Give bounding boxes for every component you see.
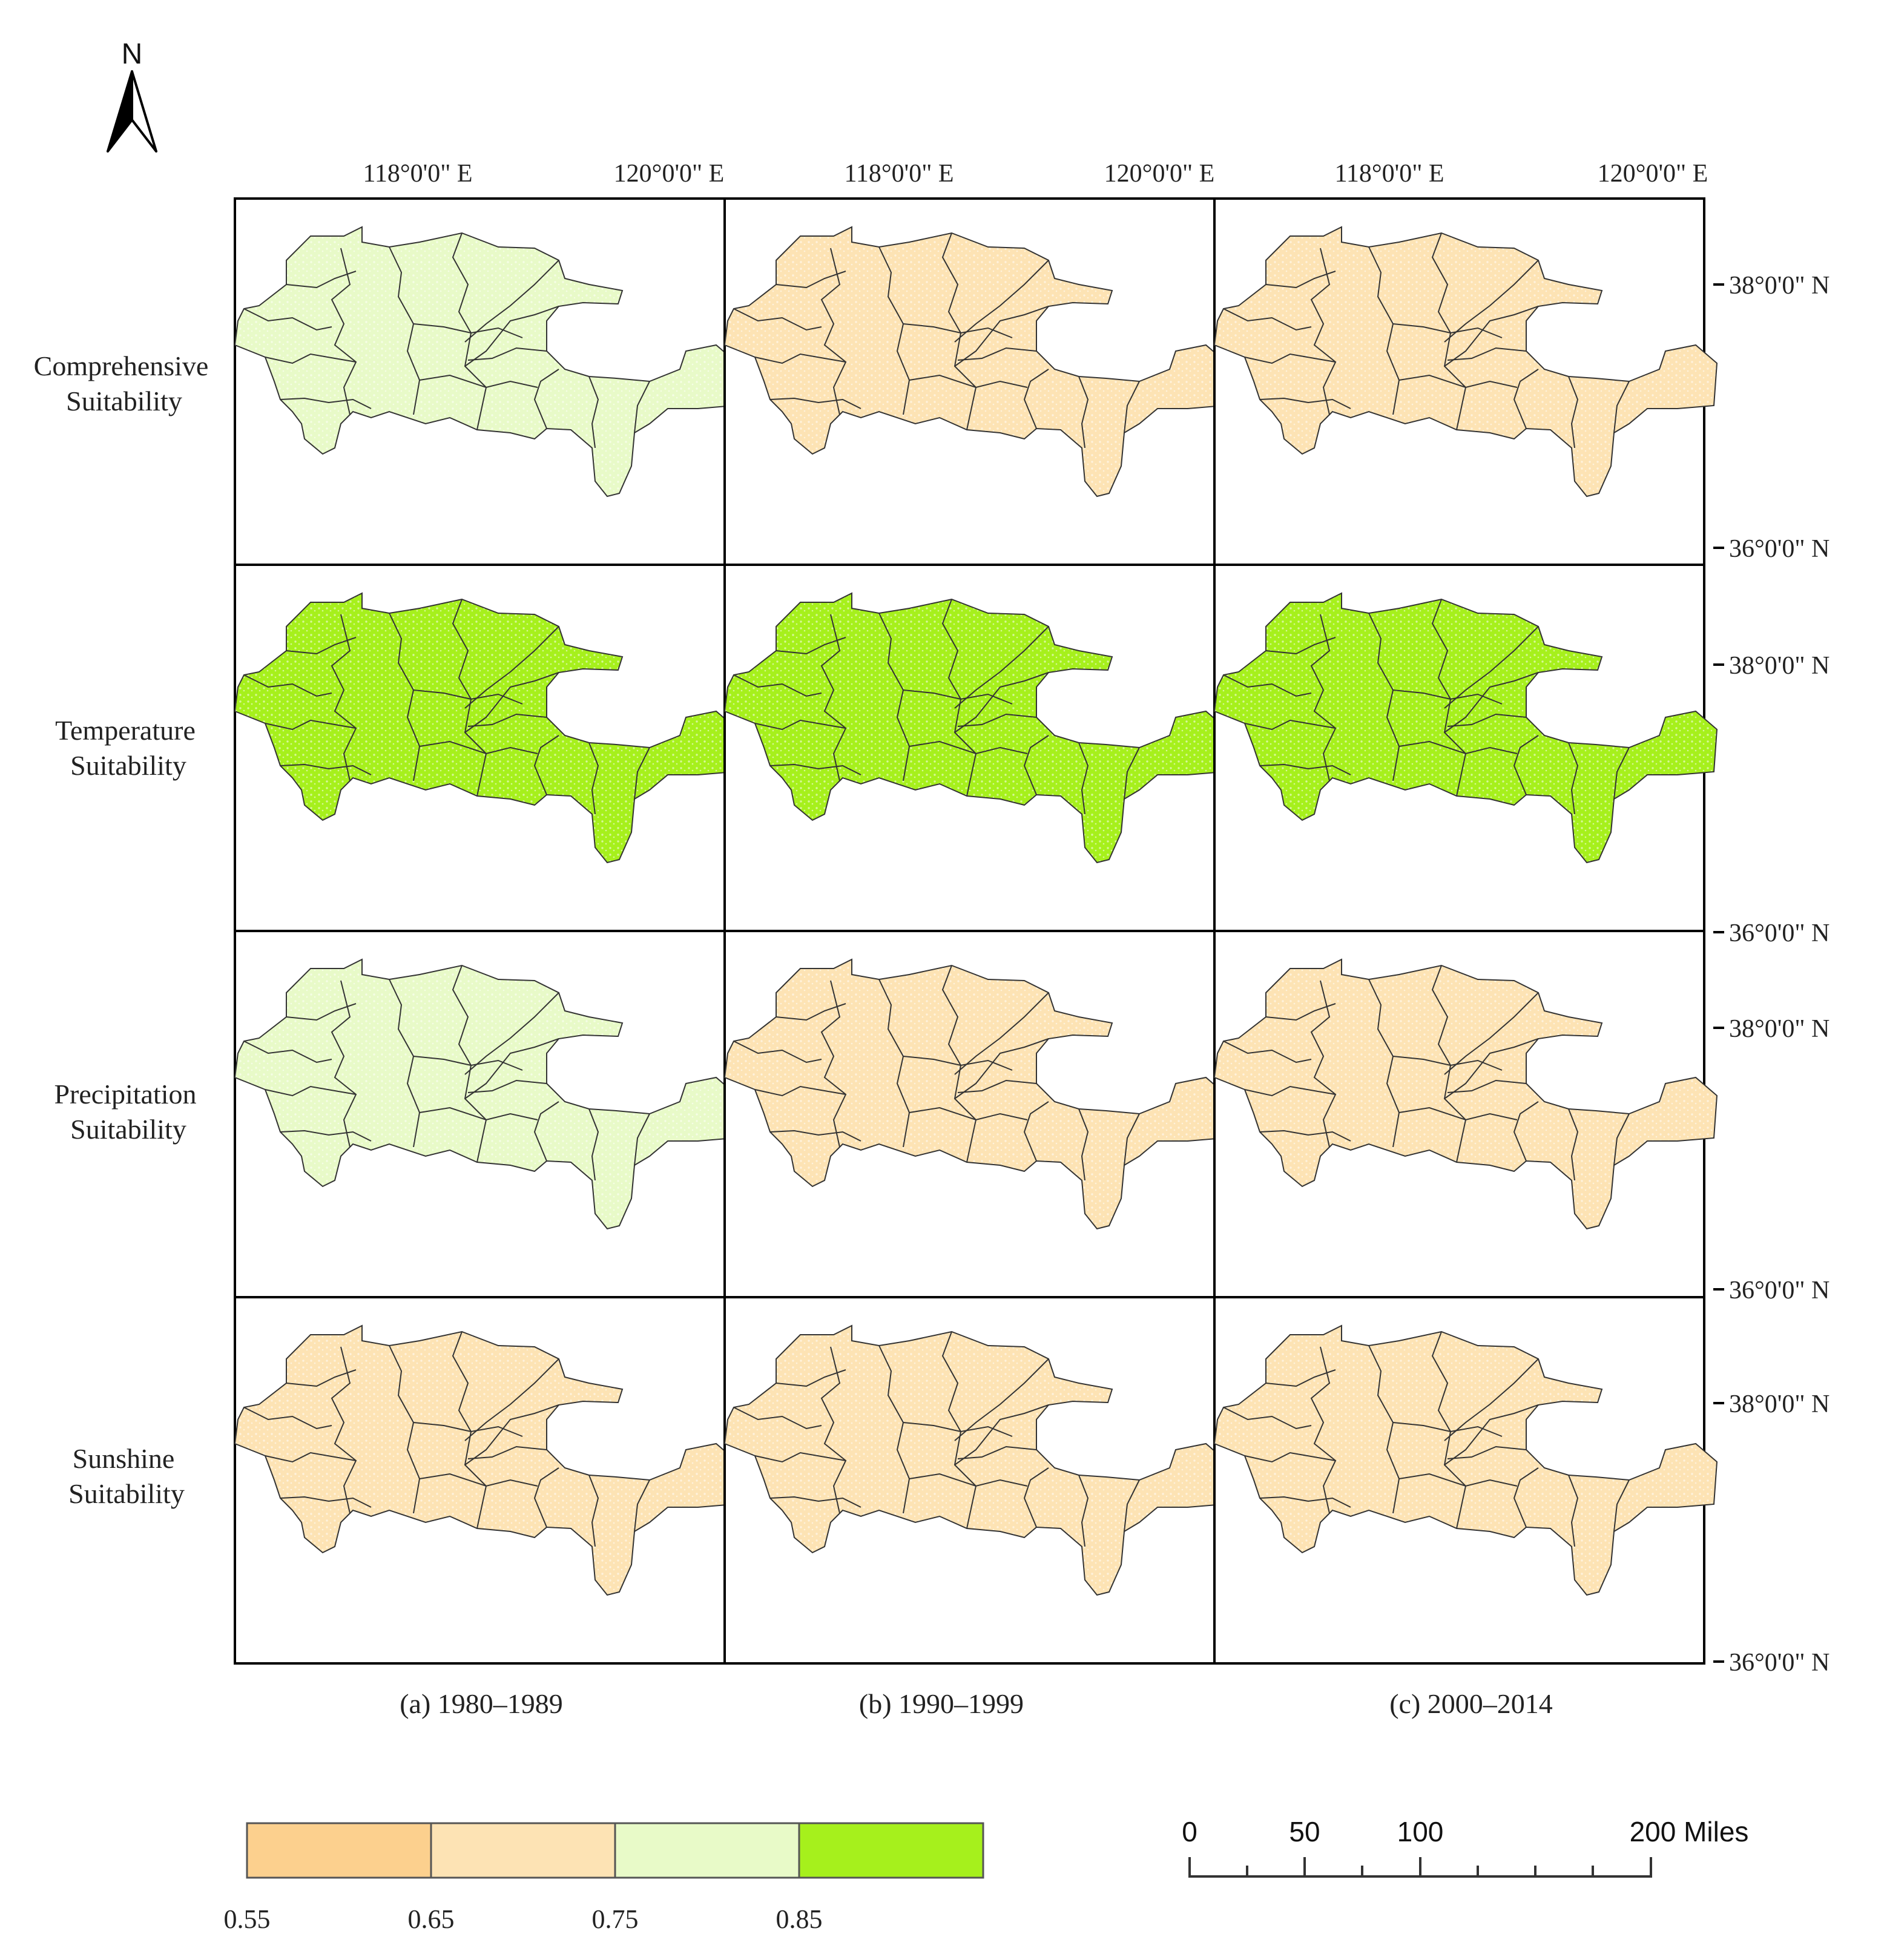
lat-label: 38°0'0" N xyxy=(1729,272,1830,300)
north-arrow-icon xyxy=(131,70,157,153)
map-panel xyxy=(1213,564,1717,932)
legend-swatch xyxy=(798,1822,984,1879)
row-label-line2: Suitability xyxy=(70,750,186,781)
lat-label: 38°0'0" N xyxy=(1729,1390,1830,1418)
lon-label: 118°0'0" E xyxy=(363,160,472,188)
map-panel xyxy=(234,930,737,1298)
legend-break-label: 0.75 xyxy=(592,1904,639,1934)
scale-bar: 0 50 100 200 Miles xyxy=(1182,1816,1748,1878)
lon-label: 120°0'0" E xyxy=(1598,160,1708,188)
north-arrow-dark-half xyxy=(107,70,133,153)
scale-label: 100 xyxy=(1397,1816,1444,1847)
latitude-labels: 38°0'0" N 36°0'0" N 38°0'0" N 36°0'0" N … xyxy=(1713,272,1830,1677)
column-label: (b) 1990–1999 xyxy=(859,1688,1024,1719)
legend-break-label: 0.65 xyxy=(408,1904,455,1934)
column-label: (a) 1980–1989 xyxy=(400,1688,563,1719)
legend-swatch xyxy=(430,1822,616,1879)
lon-label: 118°0'0" E xyxy=(844,160,954,188)
column-label: (c) 2000–2014 xyxy=(1389,1688,1553,1719)
scale-label: 200 Miles xyxy=(1630,1816,1749,1847)
north-arrow-label: N xyxy=(122,38,143,70)
map-panel xyxy=(723,1296,1227,1665)
scale-label: 50 xyxy=(1289,1816,1320,1847)
legend-break-label: 0.55 xyxy=(224,1904,271,1934)
map-panel xyxy=(1213,930,1717,1298)
legend: 0.55 0.65 0.75 0.85 xyxy=(224,1822,984,1934)
row-label-line1: Temperature xyxy=(55,715,196,746)
map-panel xyxy=(723,197,1227,566)
row-label-line1: Sunshine xyxy=(73,1443,175,1474)
north-arrow: N xyxy=(107,38,157,153)
row-label-line1: Comprehensive xyxy=(34,350,209,381)
scale-label: 0 xyxy=(1182,1816,1197,1847)
row-label-line1: Precipitation xyxy=(54,1079,196,1110)
map-panel xyxy=(723,564,1227,932)
map-panel xyxy=(723,930,1227,1298)
lon-label: 120°0'0" E xyxy=(614,160,725,188)
row-label-line2: Suitability xyxy=(66,386,182,416)
lon-label: 120°0'0" E xyxy=(1104,160,1215,188)
lat-label: 36°0'0" N xyxy=(1729,1277,1830,1304)
map-grid xyxy=(234,197,1717,1665)
lat-label: 36°0'0" N xyxy=(1729,919,1830,947)
legend-break-label: 0.85 xyxy=(776,1904,823,1934)
lat-label: 38°0'0" N xyxy=(1729,652,1830,680)
lat-label: 38°0'0" N xyxy=(1729,1015,1830,1043)
column-labels: (a) 1980–1989 (b) 1990–1999 (c) 2000–201… xyxy=(400,1688,1553,1719)
row-labels: Comprehensive Suitability Temperature Su… xyxy=(34,350,209,1509)
longitude-labels: 118°0'0" E 120°0'0" E 118°0'0" E 120°0'0… xyxy=(363,160,1708,188)
map-panel xyxy=(234,564,737,932)
map-panel xyxy=(1213,1296,1717,1665)
map-panel xyxy=(1213,197,1717,566)
lat-label: 36°0'0" N xyxy=(1729,535,1830,563)
legend-swatch xyxy=(614,1822,800,1879)
map-panel xyxy=(234,1296,737,1665)
map-panel xyxy=(234,197,737,566)
row-label-line2: Suitability xyxy=(70,1114,186,1145)
lat-label: 36°0'0" N xyxy=(1729,1649,1830,1677)
legend-swatch xyxy=(246,1822,432,1879)
row-label-line2: Suitability xyxy=(68,1478,185,1509)
lon-label: 118°0'0" E xyxy=(1334,160,1444,188)
